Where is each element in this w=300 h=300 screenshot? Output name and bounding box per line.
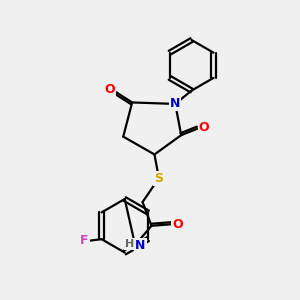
Text: N: N — [170, 98, 181, 110]
Text: S: S — [154, 172, 164, 185]
Text: H: H — [125, 238, 134, 249]
Text: N: N — [135, 238, 146, 252]
Text: O: O — [199, 121, 209, 134]
Text: O: O — [172, 218, 183, 231]
Text: O: O — [104, 83, 115, 96]
Text: F: F — [80, 234, 88, 247]
